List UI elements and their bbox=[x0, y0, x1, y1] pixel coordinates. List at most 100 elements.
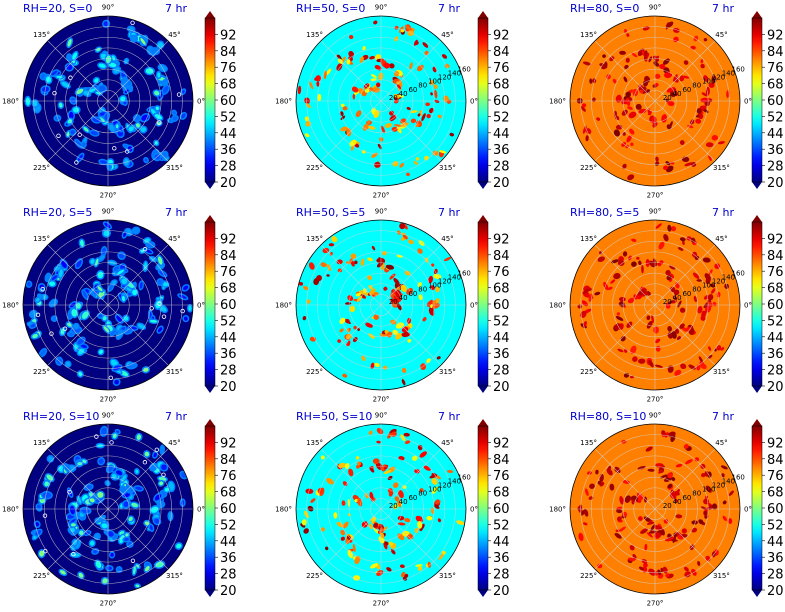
data-spot bbox=[154, 518, 160, 524]
data-spot bbox=[422, 42, 429, 48]
colorbar-extend-max bbox=[752, 215, 762, 222]
angle-tick-label: 135° bbox=[33, 439, 50, 447]
data-spot bbox=[697, 561, 701, 566]
data-spot bbox=[415, 157, 420, 161]
angle-tick-label: 0° bbox=[197, 302, 205, 310]
data-spot bbox=[642, 566, 648, 573]
angle-tick-label: 270° bbox=[647, 600, 664, 608]
data-spot bbox=[727, 518, 733, 524]
data-spot bbox=[415, 515, 424, 523]
data-spot bbox=[700, 63, 705, 69]
colorbar-tick-label: 68 bbox=[767, 78, 784, 93]
data-spot bbox=[654, 82, 659, 87]
data-spot bbox=[98, 85, 106, 92]
data-spot bbox=[708, 505, 713, 510]
data-spot bbox=[653, 326, 659, 334]
data-spot bbox=[426, 113, 431, 119]
data-spot bbox=[653, 525, 663, 531]
colorbar-extend-min bbox=[478, 182, 488, 189]
data-spot bbox=[711, 503, 718, 510]
data-spot bbox=[595, 469, 599, 475]
data-spot bbox=[304, 116, 310, 122]
data-spot bbox=[425, 102, 431, 107]
data-spot bbox=[693, 295, 698, 303]
colorbar-tick-label: 68 bbox=[220, 486, 237, 501]
angle-tick-label: 225° bbox=[580, 368, 597, 376]
colorbar-extend-min bbox=[205, 590, 215, 597]
data-spot bbox=[647, 468, 655, 472]
angle-tick-label: 90° bbox=[649, 412, 661, 420]
data-spot bbox=[624, 495, 632, 503]
colorbar-tick-label: 36 bbox=[220, 551, 237, 566]
data-spot bbox=[354, 555, 361, 565]
data-spot bbox=[337, 58, 344, 64]
colorbar-tick-label: 76 bbox=[767, 61, 784, 76]
data-spot bbox=[665, 573, 670, 578]
data-spot bbox=[625, 91, 631, 98]
polar-outline bbox=[22, 15, 194, 187]
data-spot bbox=[326, 477, 334, 485]
angle-tick-label: 45° bbox=[715, 235, 727, 243]
data-spot bbox=[614, 533, 622, 539]
radial-tick-label: 100 bbox=[428, 78, 441, 86]
data-spot bbox=[632, 356, 638, 362]
data-spot bbox=[406, 106, 411, 111]
data-spot bbox=[135, 123, 140, 128]
data-spot bbox=[447, 470, 454, 473]
data-spot bbox=[107, 465, 113, 472]
data-spot bbox=[583, 288, 590, 294]
data-spot bbox=[670, 161, 675, 165]
colorbar-tick-label: 60 bbox=[493, 298, 510, 313]
data-spot bbox=[627, 106, 633, 110]
data-spot-ring bbox=[180, 308, 185, 314]
data-spot-ring bbox=[109, 440, 114, 445]
data-spot bbox=[163, 85, 169, 94]
data-spot bbox=[343, 318, 351, 325]
angle-tick-label: 315° bbox=[713, 368, 730, 376]
data-spot bbox=[399, 222, 406, 230]
data-spot bbox=[117, 567, 122, 572]
angle-tick-label: 180° bbox=[2, 98, 19, 106]
angle-tick-label: 135° bbox=[306, 235, 323, 243]
data-spot bbox=[668, 431, 676, 438]
colorbar-tick-label: 28 bbox=[493, 364, 510, 379]
angle-tick-label: 180° bbox=[275, 506, 292, 514]
data-spot bbox=[655, 345, 661, 352]
data-spot bbox=[707, 354, 713, 359]
colorbar-tick-label: 36 bbox=[493, 347, 510, 362]
data-spot bbox=[141, 114, 149, 121]
data-spot bbox=[359, 56, 364, 63]
data-spot bbox=[643, 54, 648, 62]
angle-tick-label: 225° bbox=[580, 572, 597, 580]
panel-title: RH=50, S=0 bbox=[296, 2, 365, 15]
radial-tick-label: 160 bbox=[732, 65, 745, 73]
data-spot bbox=[51, 275, 58, 281]
data-spot bbox=[690, 45, 696, 50]
data-spot bbox=[120, 96, 126, 102]
data-spot bbox=[340, 115, 346, 120]
data-spot bbox=[663, 72, 672, 79]
data-spot bbox=[631, 52, 638, 58]
data-spot bbox=[646, 315, 651, 321]
data-spot bbox=[346, 59, 351, 65]
grid-spoke bbox=[107, 508, 169, 570]
data-spot bbox=[660, 474, 668, 479]
data-spot-ring bbox=[130, 558, 136, 563]
data-spot bbox=[76, 259, 82, 268]
data-spot bbox=[35, 522, 40, 527]
angle-tick-label: 0° bbox=[197, 506, 205, 514]
data-spot bbox=[696, 114, 700, 118]
angle-tick-label: 0° bbox=[470, 302, 478, 310]
data-spot bbox=[143, 367, 149, 372]
data-spot bbox=[37, 504, 41, 509]
data-spot bbox=[124, 59, 128, 63]
data-spot bbox=[614, 115, 620, 121]
data-spot bbox=[314, 77, 319, 81]
data-spot bbox=[338, 462, 346, 468]
colorbar-tick-label: 52 bbox=[767, 518, 784, 533]
data-spot bbox=[304, 133, 310, 138]
data-spot bbox=[708, 269, 713, 276]
angle-tick-label: 315° bbox=[439, 368, 456, 376]
colorbar-tick-label: 20 bbox=[493, 380, 510, 395]
data-spot bbox=[68, 488, 73, 497]
